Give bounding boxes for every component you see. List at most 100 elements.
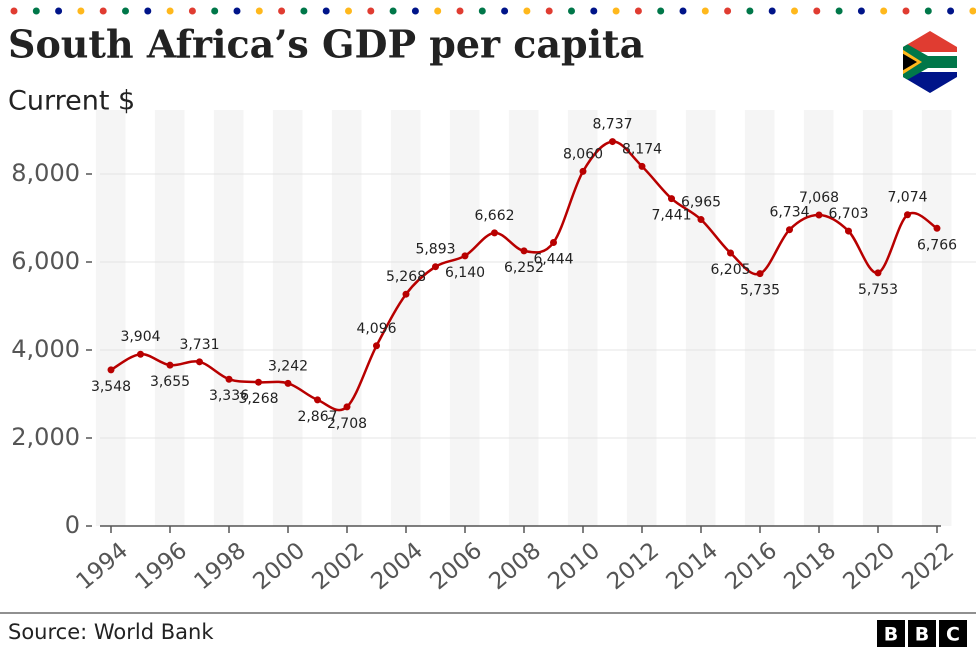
decor-dot xyxy=(590,7,598,15)
decor-dot xyxy=(188,7,196,15)
data-point xyxy=(609,138,616,146)
band xyxy=(449,110,480,526)
decor-dot xyxy=(568,7,575,15)
band xyxy=(95,110,126,526)
data-label: 3,242 xyxy=(268,358,308,374)
band xyxy=(803,110,834,526)
data-label: 8,737 xyxy=(592,117,632,133)
logo-letter: B xyxy=(915,624,929,646)
data-point xyxy=(933,224,941,232)
decor-dot xyxy=(701,7,709,15)
x-tick-label: 2006 xyxy=(425,538,487,596)
data-label: 6,140 xyxy=(445,265,485,281)
data-point xyxy=(697,216,705,224)
data-point xyxy=(874,269,882,277)
data-point xyxy=(491,229,498,237)
data-point xyxy=(786,226,793,234)
x-tick-label: 1996 xyxy=(130,538,192,596)
decor-dot xyxy=(501,7,509,15)
x-tick-label: 2022 xyxy=(897,538,959,596)
data-point xyxy=(550,238,557,246)
y-tick-label: 0 xyxy=(65,511,80,539)
decor-dot xyxy=(724,7,732,15)
data-label: 3,548 xyxy=(91,379,131,395)
decor-dot xyxy=(523,7,531,15)
band xyxy=(213,110,244,526)
x-tick-label: 2016 xyxy=(720,538,782,596)
band xyxy=(921,110,952,526)
band xyxy=(626,110,657,526)
x-tick-label: 1994 xyxy=(71,538,133,596)
decor-dot xyxy=(545,7,553,15)
data-label: 5,268 xyxy=(386,269,426,285)
band xyxy=(154,110,185,526)
band xyxy=(744,110,775,526)
decor-dot xyxy=(857,7,865,15)
decor-dot xyxy=(924,7,932,15)
decor-dot xyxy=(122,7,129,15)
decor-dot xyxy=(880,7,888,15)
x-tick-label: 2012 xyxy=(602,538,664,596)
data-label: 3,904 xyxy=(120,329,160,345)
data-point xyxy=(343,403,351,411)
data-point xyxy=(137,350,144,358)
y-tick-label: 4,000 xyxy=(11,335,80,363)
data-label: 5,753 xyxy=(858,282,898,298)
data-point xyxy=(373,342,380,350)
band xyxy=(272,110,303,526)
decor-dot xyxy=(55,7,63,15)
x-tick-label: 2008 xyxy=(484,538,546,596)
decor-dot xyxy=(10,7,18,15)
x-tick-label: 1998 xyxy=(189,538,251,596)
decor-dot xyxy=(166,7,174,15)
decor-dot xyxy=(411,7,419,15)
data-point xyxy=(225,375,233,383)
data-label: 6,252 xyxy=(504,260,544,276)
data-point xyxy=(815,211,823,219)
x-tick-label: 2004 xyxy=(366,538,428,596)
decor-dot xyxy=(345,7,352,15)
data-point xyxy=(904,211,911,219)
data-label: 6,965 xyxy=(681,195,721,211)
x-tick-label: 2010 xyxy=(543,538,605,596)
decor-dot xyxy=(77,7,85,15)
chart-title: South Africa’s GDP per capita xyxy=(8,22,644,67)
x-tick-label: 2000 xyxy=(248,538,310,596)
decor-dot xyxy=(300,7,308,15)
data-point xyxy=(668,195,675,203)
decor-dot xyxy=(144,7,152,15)
data-point xyxy=(638,162,646,170)
decor-dot xyxy=(99,7,107,15)
band xyxy=(567,110,598,526)
data-label: 7,441 xyxy=(651,208,691,224)
data-point xyxy=(107,366,115,374)
data-label: 8,174 xyxy=(622,141,662,157)
data-label: 3,336 xyxy=(209,388,249,404)
decor-dot xyxy=(456,7,464,15)
decor-dot xyxy=(746,7,754,15)
decor-dot xyxy=(612,7,620,15)
data-label: 5,735 xyxy=(740,283,780,299)
decor-dots xyxy=(10,7,976,15)
decor-dot xyxy=(255,7,263,15)
y-tick-label: 6,000 xyxy=(11,247,80,275)
data-label: 3,268 xyxy=(238,391,278,407)
data-point xyxy=(284,379,292,387)
decor-dot xyxy=(278,7,286,15)
data-point xyxy=(432,263,439,271)
decor-dot xyxy=(367,7,375,15)
decor-dot xyxy=(389,7,397,15)
band xyxy=(331,110,362,526)
decor-dot xyxy=(233,7,241,15)
logo-box xyxy=(877,620,905,647)
data-point xyxy=(727,249,734,257)
x-tick-label: 2020 xyxy=(838,538,900,596)
decor-dot xyxy=(813,7,821,15)
decor-dot xyxy=(32,7,40,15)
band xyxy=(508,110,539,526)
data-label: 6,703 xyxy=(828,206,868,222)
x-tick-label: 2002 xyxy=(307,538,369,596)
decor-dot xyxy=(634,7,642,15)
data-label: 6,734 xyxy=(769,205,809,221)
